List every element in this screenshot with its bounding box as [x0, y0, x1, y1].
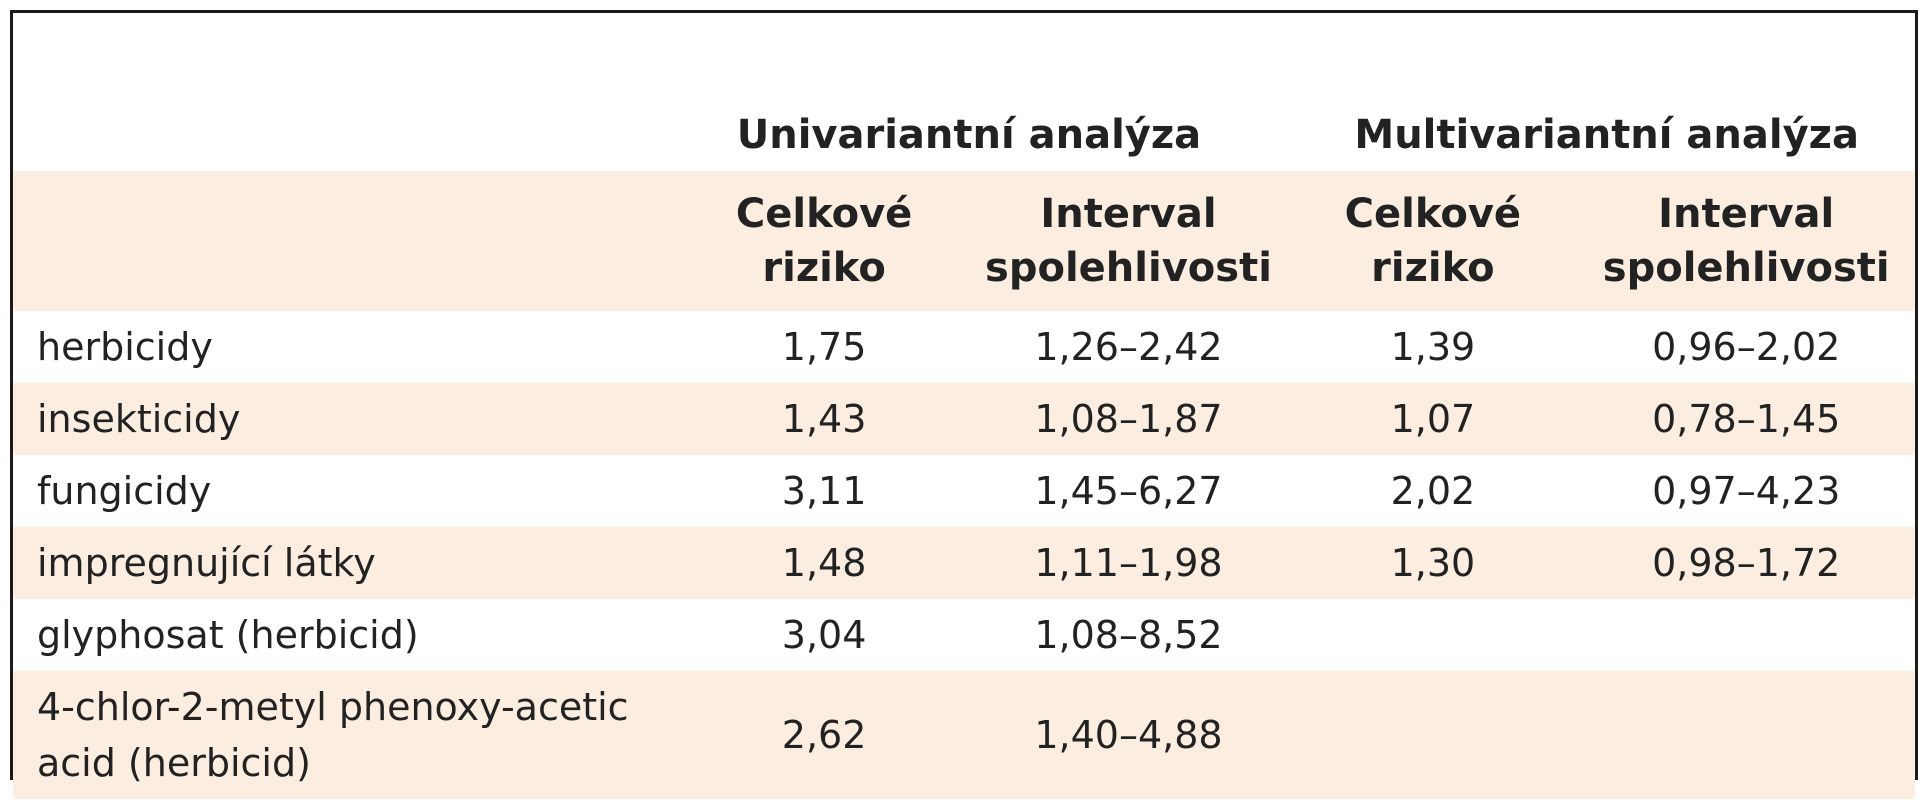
multi-risk-cell: 1,39 [1390, 325, 1476, 369]
row-label: insekticidy [37, 397, 241, 441]
multi-interval-header: Interval spolehlivosti [1602, 191, 1890, 291]
multi-risk-cell [1288, 599, 1577, 671]
row-label: herbicidy [37, 325, 213, 369]
uni-interval-cell: 1,40–4,88 [1034, 713, 1223, 757]
uni-risk-cell: 2,62 [781, 713, 867, 757]
multi-risk-cell: 1,07 [1390, 397, 1476, 441]
multi-interval-cell: 0,96–2,02 [1652, 325, 1841, 369]
uni-risk-cell: 1,75 [781, 325, 867, 369]
row-label: glyphosat (herbicid) [37, 613, 419, 657]
table-row: 4-chlor-2-metyl phenoxy-acetic acid (her… [13, 671, 1915, 799]
multi-interval-cell [1577, 671, 1915, 799]
uni-risk-cell: 3,11 [781, 469, 867, 513]
multi-risk-header: Celkové riziko [1344, 191, 1522, 291]
multi-risk-cell [1288, 671, 1577, 799]
table-row: fungicidy 3,11 1,45–6,27 2,02 0,97–4,23 [13, 455, 1915, 527]
uni-interval-cell: 1,45–6,27 [1034, 469, 1223, 513]
sub-header-row: Celkové riziko Interval spolehlivosti Ce… [13, 171, 1915, 311]
table-row: glyphosat (herbicid) 3,04 1,08–8,52 [13, 599, 1915, 671]
risk-table: Univariantní analýza Multivariantní anal… [13, 99, 1915, 799]
uni-risk-header: Celkové riziko [735, 191, 913, 291]
multi-risk-cell: 1,30 [1390, 541, 1476, 585]
group-header-row: Univariantní analýza Multivariantní anal… [13, 99, 1915, 171]
uni-risk-cell: 1,48 [781, 541, 867, 585]
table-row: herbicidy 1,75 1,26–2,42 1,39 0,96–2,02 [13, 311, 1915, 383]
uni-risk-cell: 1,43 [781, 397, 867, 441]
multi-interval-cell: 0,98–1,72 [1652, 541, 1841, 585]
row-label: impregnující látky [37, 541, 376, 585]
uni-interval-header: Interval spolehlivosti [985, 191, 1272, 291]
table-row: insekticidy 1,43 1,08–1,87 1,07 0,78–1,45 [13, 383, 1915, 455]
empty-label-cell [13, 171, 680, 311]
multi-interval-cell: 0,78–1,45 [1652, 397, 1841, 441]
uni-interval-cell: 1,26–2,42 [1034, 325, 1223, 369]
table-row: impregnující látky 1,48 1,11–1,98 1,30 0,98–… [13, 527, 1915, 599]
row-label: 4-chlor-2-metyl phenoxy-acetic acid (her… [37, 685, 629, 785]
empty-corner-cell [13, 99, 680, 171]
table-body: herbicidy 1,75 1,26–2,42 1,39 0,96–2,02 insek… [13, 311, 1915, 799]
multi-interval-cell [1577, 599, 1915, 671]
multi-interval-cell: 0,97–4,23 [1652, 469, 1841, 513]
uni-interval-cell: 1,08–8,52 [1034, 613, 1223, 657]
row-label: fungicidy [37, 469, 212, 513]
univariate-header: Univariantní analýza [736, 112, 1202, 158]
multivariate-header: Multivariantní analýza [1354, 112, 1859, 158]
multi-risk-cell: 2,02 [1390, 469, 1476, 513]
uni-interval-cell: 1,08–1,87 [1034, 397, 1223, 441]
uni-interval-cell: 1,11–1,98 [1034, 541, 1223, 585]
table-frame: Univariantní analýza Multivariantní anal… [10, 10, 1918, 799]
uni-risk-cell: 3,04 [781, 613, 867, 657]
